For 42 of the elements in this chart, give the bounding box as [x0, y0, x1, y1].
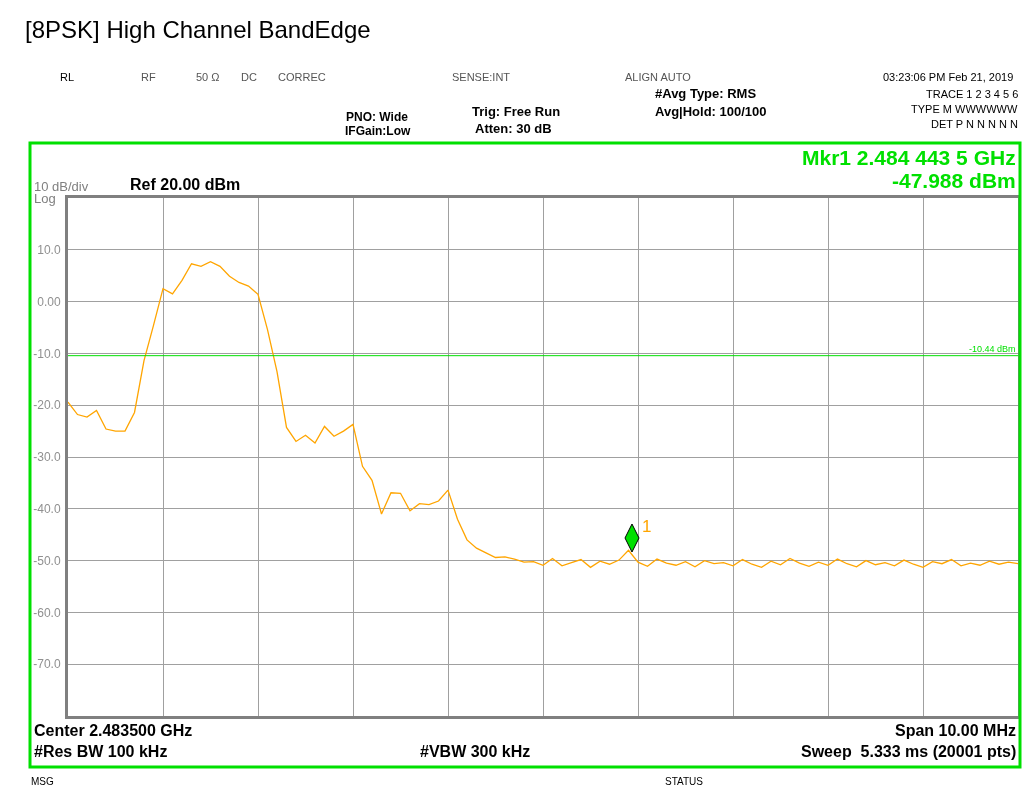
text: 50 Ω — [196, 71, 220, 83]
text: Ref 20.00 dBm — [130, 176, 241, 193]
y-tick-label: -60.0 — [33, 605, 61, 620]
text: 03:23:06 PM Feb 21, 2019 — [883, 71, 1014, 83]
text: IFGain:Low — [345, 124, 411, 138]
y-tick-label: -30.0 — [33, 450, 61, 465]
text: Center 2.483500 GHz — [34, 722, 193, 739]
text: CORREC — [278, 71, 326, 83]
annotation: 1 — [642, 517, 652, 536]
text: DET P N N N N N — [931, 118, 1019, 130]
text: Log — [34, 191, 56, 206]
line-series — [68, 261, 1018, 568]
y-tick-label: 10.0 — [37, 243, 61, 257]
text: -47.988 dBm — [892, 169, 1016, 192]
text: PNO: Wide — [346, 110, 409, 124]
y-tick-label: -40.0 — [33, 502, 61, 516]
text: 10 dB/div — [34, 179, 89, 194]
text: TRACE 1 2 3 4 5 6 — [926, 88, 1019, 100]
text: #Res BW 100 kHz — [34, 743, 168, 760]
text: #VBW 300 kHz — [420, 743, 531, 760]
text: Trig: Free Run — [472, 104, 561, 119]
chart-title: [8PSK] High Channel BandEdge — [25, 16, 371, 44]
text: DC — [241, 71, 257, 83]
text: ALIGN AUTO — [625, 71, 692, 83]
y-tick-label: -50.0 — [33, 553, 61, 568]
text: Mkr1 2.484 443 5 GHz — [802, 146, 1016, 169]
y-tick-label: -10.0 — [33, 346, 61, 361]
text: SENSE:INT — [452, 71, 511, 83]
text: MSG — [31, 776, 54, 787]
y-tick-label: -20.0 — [33, 398, 61, 413]
text: STATUS — [665, 776, 704, 787]
ref-line-label: -10.44 dBm — [969, 344, 1016, 354]
text: Sweep 5.333 ms (20001 pts) — [801, 743, 1017, 760]
text: #Avg Type: RMS — [655, 86, 757, 101]
text: Atten: 30 dB — [475, 121, 552, 136]
y-tick-label: 0.00 — [37, 294, 61, 309]
text: RL — [60, 71, 75, 83]
y-tick-label: -70.0 — [33, 657, 61, 672]
text: Avg|Hold: 100/100 — [655, 104, 767, 119]
text: RF — [141, 71, 156, 83]
text: Span 10.00 MHz — [895, 722, 1016, 739]
text: TYPE M WWWWWW — [911, 103, 1018, 115]
